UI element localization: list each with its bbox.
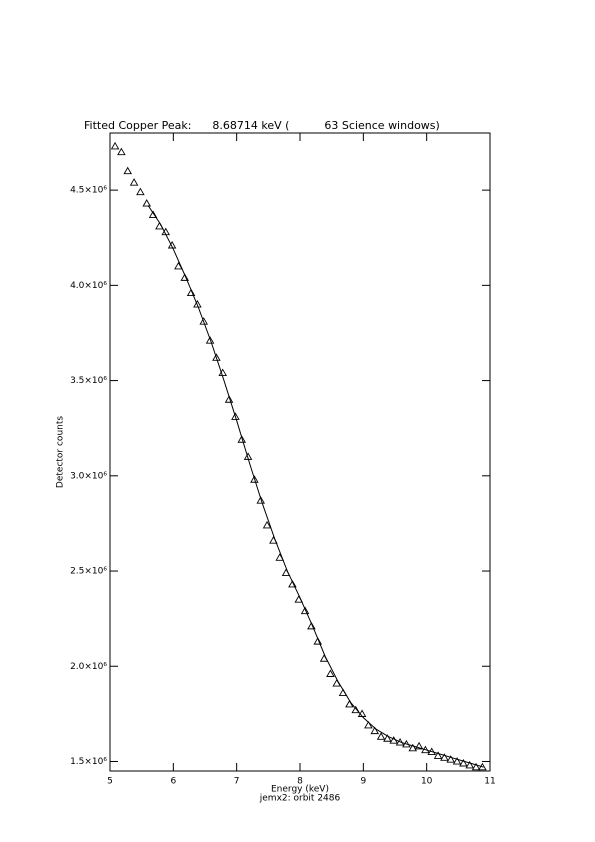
data-point — [452, 757, 462, 765]
data-point — [256, 496, 266, 504]
data-point — [174, 261, 183, 270]
y-tick-label: 3.0×10⁶ — [70, 471, 107, 481]
x-axis-label: Energy (keV) — [271, 785, 329, 795]
data-point — [167, 240, 177, 249]
data-point — [440, 753, 449, 761]
fit-line — [147, 205, 484, 768]
data-point — [471, 762, 481, 771]
data-point — [262, 520, 272, 529]
data-point — [459, 758, 468, 767]
data-point — [180, 273, 190, 281]
subtitle: jemx2: orbit 2486 — [259, 794, 341, 804]
data-point — [129, 178, 139, 186]
data-point — [414, 741, 424, 750]
data-point — [205, 336, 215, 344]
x-tick-label: 10 — [421, 777, 433, 787]
y-tick-label: 3.5×10⁶ — [70, 376, 107, 386]
data-point — [307, 621, 316, 630]
data-point — [288, 579, 297, 588]
data-point — [300, 606, 310, 615]
data-point — [345, 699, 354, 708]
data-point — [395, 738, 405, 746]
data-point — [408, 743, 418, 752]
data-point — [250, 475, 259, 483]
data-point — [186, 288, 196, 297]
data-point — [383, 734, 392, 742]
data-point — [237, 435, 247, 443]
x-tick-label: 7 — [234, 777, 240, 787]
data-point — [231, 412, 240, 420]
data-point — [376, 732, 386, 740]
data-point — [193, 299, 202, 308]
x-tick-label: 8 — [297, 777, 303, 787]
data-point — [110, 141, 120, 150]
data-point — [370, 726, 380, 735]
y-tick-label: 4.0×10⁶ — [70, 281, 107, 291]
data-point — [142, 199, 152, 207]
x-tick-label: 5 — [107, 777, 113, 787]
data-point — [117, 147, 126, 156]
data-point — [136, 187, 145, 196]
y-axis-label: Detector counts — [56, 416, 66, 488]
data-point — [224, 395, 234, 403]
data-point — [326, 669, 335, 677]
data-point — [364, 720, 373, 729]
data-point — [212, 353, 221, 361]
x-tick-label: 6 — [170, 777, 176, 787]
chart-title: Fitted Copper Peak: 8.68714 keV ( 63 Sci… — [84, 119, 440, 132]
data-point — [446, 755, 456, 763]
data-point — [433, 751, 443, 759]
x-tick-label: 9 — [360, 777, 366, 787]
data-point — [148, 210, 158, 218]
data-point — [351, 705, 361, 714]
y-tick-label: 1.5×10⁶ — [70, 757, 107, 767]
data-point — [465, 760, 475, 769]
data-point — [123, 166, 133, 175]
y-tick-label: 2.5×10⁶ — [70, 567, 107, 577]
x-tick-label: 11 — [484, 777, 495, 787]
data-point — [313, 637, 323, 645]
y-tick-label: 4.5×10⁶ — [70, 186, 107, 196]
y-tick-label: 2.0×10⁶ — [70, 662, 107, 672]
data-point — [199, 317, 209, 325]
